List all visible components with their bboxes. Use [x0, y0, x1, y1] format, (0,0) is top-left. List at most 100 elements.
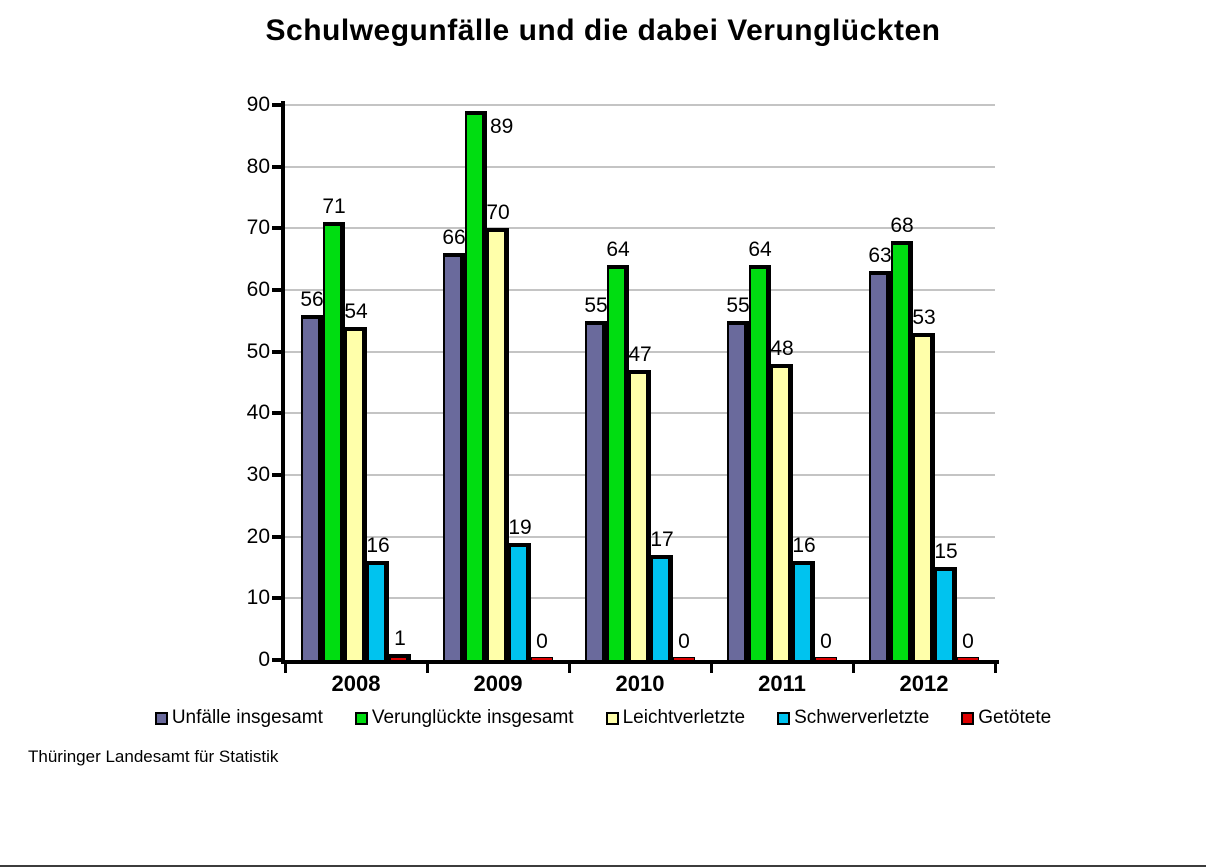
bar-value-label: 16: [366, 534, 390, 557]
gridline-50: [285, 350, 995, 353]
legend-item-Getötete: Getötete: [961, 707, 1051, 729]
y-axis-label-70: 70: [246, 216, 270, 240]
bar-group-2009: [427, 105, 569, 660]
bar-Unfälle insgesamt-2008: [301, 315, 323, 660]
bar-Verunglückte insgesamt-2008: [323, 222, 345, 660]
bar-Verunglückte insgesamt-2012: [891, 241, 913, 660]
bar-value-label: 53: [912, 306, 936, 329]
gridline-70: [285, 227, 995, 230]
x-axis-tick-5: [994, 664, 997, 673]
bar-value-label: 0: [962, 630, 974, 653]
bar-value-label: 15: [934, 540, 958, 563]
y-axis-label-60: 60: [246, 278, 270, 301]
bar-value-label: 70: [486, 201, 510, 224]
bar-value-label: 71: [322, 195, 346, 218]
legend-swatch-icon: [154, 711, 168, 725]
legend-item-Leichtverletzte: Leichtverletzte: [605, 707, 745, 729]
plot-area: 56 71 54 16 1 66 89 70 19 0 55 64 47 17 0 55 64 48 16 0 63 68…: [285, 104, 995, 660]
bar-value-label: 64: [606, 238, 630, 261]
bar-group-2011: [711, 105, 853, 660]
y-axis-label-40: 40: [246, 401, 270, 425]
y-axis-label-0: 0: [258, 648, 270, 671]
bar-value-label: 16: [792, 534, 816, 557]
bar-Getötete-2009: [531, 657, 553, 660]
bar-Leichtverletzte-2008: [345, 327, 367, 660]
bar-Leichtverletzte-2011: [771, 364, 793, 660]
gridline-60: [285, 289, 995, 291]
bar-group-2010: [569, 105, 711, 660]
y-axis-label-50: 50: [246, 339, 270, 363]
bar-value-label: 19: [508, 516, 532, 539]
bar-Verunglückte insgesamt-2010: [607, 265, 629, 660]
bottom-edge-line: [0, 865, 1206, 867]
bar-Schwerverletzte-2008: [367, 561, 389, 660]
x-axis-tick-2: [568, 664, 571, 673]
bar-Schwerverletzte-2010: [651, 555, 673, 660]
y-axis-tick-90: [272, 103, 281, 107]
legend-label: Verunglückte insgesamt: [371, 707, 574, 728]
bar-value-label: 0: [678, 630, 690, 653]
legend-item-Unfälle insgesamt: Unfälle insgesamt: [154, 707, 323, 729]
y-axis-label-90: 90: [246, 93, 270, 116]
bar-group-2008: [285, 105, 427, 660]
bar-value-label: 17: [650, 528, 674, 551]
bar-Leichtverletzte-2009: [487, 228, 509, 660]
legend-label: Schwerverletzte: [794, 707, 930, 728]
x-axis-tick-0: [284, 664, 287, 673]
y-axis-tick-40: [272, 411, 281, 416]
y-axis-tick-60: [272, 288, 281, 292]
x-axis: [281, 660, 999, 664]
bar-value-label: 0: [820, 630, 832, 653]
bar-Getötete-2012: [957, 657, 979, 660]
bar-Schwerverletzte-2012: [935, 567, 957, 660]
y-axis-label-30: 30: [246, 463, 270, 486]
legend-label: Unfälle insgesamt: [171, 707, 323, 728]
chart-title: Schulwegunfälle und die dabei Verunglück…: [265, 14, 941, 47]
bar-Getötete-2011: [815, 657, 837, 660]
bar-Unfälle insgesamt-2009: [443, 253, 465, 660]
legend: Unfälle insgesamt Verunglückte insgesamt L…: [0, 707, 1206, 729]
x-axis-label-2009: 2009: [473, 671, 523, 696]
bar-value-label: 55: [726, 294, 750, 317]
y-axis-tick-50: [272, 349, 281, 354]
x-axis-tick-3: [710, 664, 713, 673]
legend-item-Schwerverletzte: Schwerverletzte: [777, 707, 929, 729]
legend-swatch-icon: [354, 711, 368, 725]
y-axis-tick-70: [272, 226, 281, 231]
bar-value-label: 48: [770, 337, 794, 360]
x-axis-label-2008: 2008: [331, 671, 381, 696]
bar-value-label: 47: [628, 343, 652, 366]
bar-Verunglückte insgesamt-2011: [749, 265, 771, 660]
bar-value-label: 68: [890, 214, 914, 237]
bar-Getötete-2008: [389, 654, 411, 660]
bar-group-2012: [853, 105, 995, 660]
bar-Unfälle insgesamt-2012: [869, 271, 891, 660]
y-axis-label-10: 10: [246, 586, 270, 610]
legend-swatch-icon: [961, 711, 975, 725]
bar-Leichtverletzte-2010: [629, 370, 651, 660]
bar-Leichtverletzte-2012: [913, 333, 935, 660]
x-axis-label-2010: 2010: [615, 671, 665, 696]
bar-value-label: 64: [748, 238, 772, 261]
bar-value-label: 54: [344, 300, 368, 323]
y-axis-label-80: 80: [246, 154, 270, 178]
gridline-90: [285, 104, 995, 106]
x-axis-label-2011: 2011: [758, 671, 806, 696]
bar-Unfälle insgesamt-2011: [727, 321, 749, 660]
y-axis-tick-0: [272, 658, 281, 662]
bar-Schwerverletzte-2011: [793, 561, 815, 660]
x-axis-tick-4: [852, 664, 855, 673]
bar-Unfälle insgesamt-2010: [585, 321, 607, 660]
legend-item-Verunglückte insgesamt: Verunglückte insgesamt: [354, 707, 574, 729]
bar-value-label: 89: [490, 115, 514, 138]
bar-Getötete-2010: [673, 657, 695, 660]
bar-value-label: 0: [536, 630, 548, 653]
x-axis-label-2012: 2012: [899, 671, 949, 696]
bar-Verunglückte insgesamt-2009: [465, 111, 487, 660]
bar-Schwerverletzte-2009: [509, 543, 531, 660]
bar-value-label: 66: [442, 226, 466, 249]
y-axis-tick-80: [272, 164, 281, 169]
legend-label: Getötete: [978, 707, 1052, 728]
bar-value-label: 55: [584, 294, 608, 317]
